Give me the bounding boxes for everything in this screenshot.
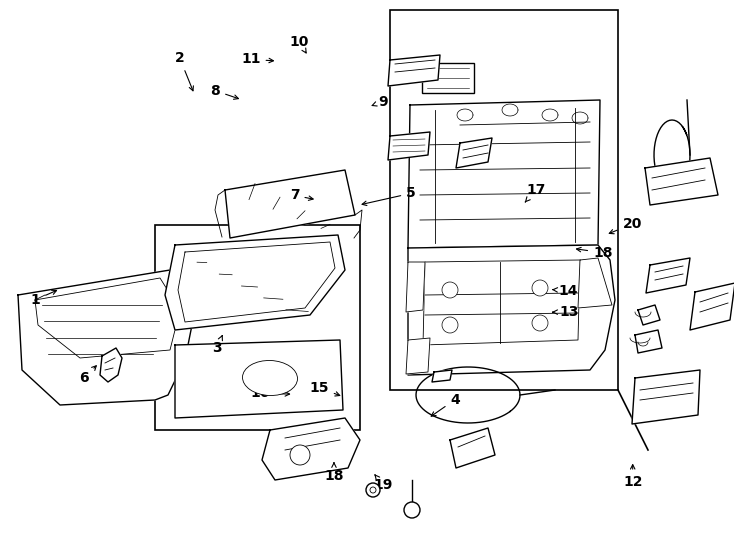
Polygon shape <box>100 348 122 382</box>
Text: 2: 2 <box>175 51 193 91</box>
Text: 18: 18 <box>576 246 613 260</box>
Polygon shape <box>690 283 734 330</box>
Circle shape <box>366 483 380 497</box>
Circle shape <box>442 317 458 333</box>
Circle shape <box>404 502 420 518</box>
Text: 18: 18 <box>324 463 344 483</box>
Polygon shape <box>450 428 495 468</box>
Text: 4: 4 <box>431 393 460 416</box>
Text: 17: 17 <box>526 183 545 202</box>
Text: 3: 3 <box>211 335 222 355</box>
Polygon shape <box>635 330 662 353</box>
Text: 7: 7 <box>290 188 313 202</box>
Text: 1: 1 <box>31 291 57 307</box>
Text: 16: 16 <box>251 386 290 400</box>
Polygon shape <box>225 170 355 238</box>
Polygon shape <box>578 258 612 308</box>
Text: 11: 11 <box>241 52 274 66</box>
Polygon shape <box>262 418 360 480</box>
Polygon shape <box>432 370 452 382</box>
Bar <box>390 10 618 390</box>
Polygon shape <box>406 262 425 312</box>
Text: 10: 10 <box>290 35 309 53</box>
Polygon shape <box>408 245 615 375</box>
Polygon shape <box>406 338 430 374</box>
Circle shape <box>290 445 310 465</box>
Text: 8: 8 <box>211 84 239 99</box>
Text: 19: 19 <box>374 475 393 492</box>
Text: 15: 15 <box>309 381 340 396</box>
Bar <box>422 63 474 93</box>
Ellipse shape <box>242 361 297 395</box>
Polygon shape <box>645 158 718 205</box>
Polygon shape <box>408 100 600 248</box>
Circle shape <box>532 280 548 296</box>
Polygon shape <box>638 305 660 325</box>
Text: 13: 13 <box>553 305 578 319</box>
Polygon shape <box>165 235 345 330</box>
Text: 6: 6 <box>79 366 96 385</box>
Circle shape <box>370 487 376 493</box>
Text: 20: 20 <box>609 217 642 234</box>
Polygon shape <box>456 138 492 168</box>
Polygon shape <box>18 270 195 405</box>
Bar <box>155 225 360 430</box>
Circle shape <box>442 282 458 298</box>
Polygon shape <box>632 370 700 424</box>
Polygon shape <box>388 55 440 86</box>
Circle shape <box>532 315 548 331</box>
Polygon shape <box>388 132 430 160</box>
Text: 9: 9 <box>372 94 388 109</box>
Text: 5: 5 <box>362 186 416 206</box>
Polygon shape <box>175 340 343 418</box>
Polygon shape <box>646 258 690 293</box>
Text: 14: 14 <box>553 284 578 298</box>
Text: 12: 12 <box>623 464 642 489</box>
